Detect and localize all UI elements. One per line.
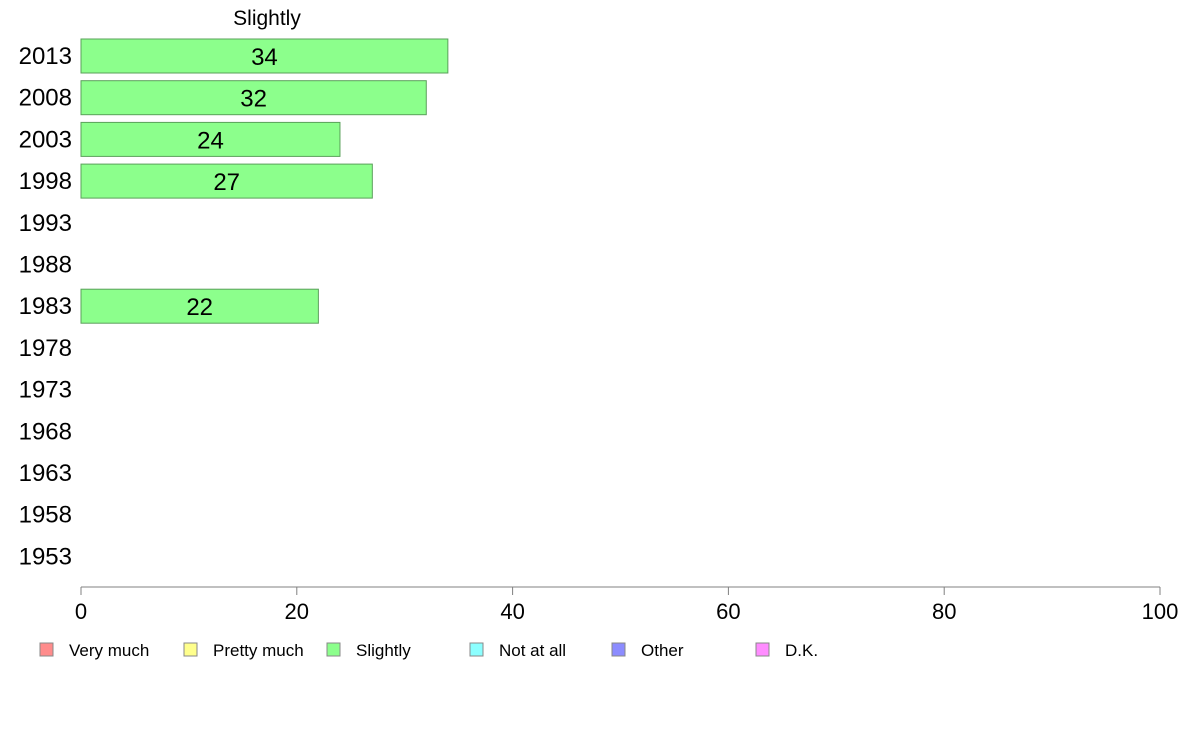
bar-2008 [80, 80, 427, 116]
year-labels: 2013 2008 2003 1998 1993 1988 1983 1978 1973 1968… [19, 43, 72, 570]
legend-label-not-at-all: Not at all [499, 641, 566, 660]
bar-labels: 34 32 24 27 22 [186, 44, 277, 321]
x-tick-label-60: 60 [716, 599, 740, 624]
x-tick-label-100: 100 [1142, 599, 1179, 624]
legend-label-other: Other [641, 641, 684, 660]
x-tick-label-0: 0 [75, 599, 87, 624]
year-label-1958: 1958 [19, 502, 72, 529]
legend-label-pretty-much: Pretty much [213, 641, 304, 660]
legend-swatch-slightly [326, 642, 341, 657]
legend-swatch-pretty-much [183, 642, 198, 657]
year-label-1973: 1973 [19, 377, 72, 404]
year-label-1993: 1993 [19, 210, 72, 237]
bars [80, 38, 449, 324]
legend-label-d-k: D.K. [785, 641, 818, 660]
year-label-1963: 1963 [19, 460, 72, 487]
bar-label-1998: 27 [213, 169, 240, 196]
year-label-1968: 1968 [19, 418, 72, 445]
bar-label-2008: 32 [240, 86, 267, 113]
year-label-1953: 1953 [19, 543, 72, 570]
legend-swatch-other [611, 642, 626, 657]
year-label-2008: 2008 [19, 85, 72, 112]
bar-label-1983: 22 [186, 294, 213, 321]
legend-swatch-d-k [755, 642, 770, 657]
bar-label-2013: 34 [251, 44, 278, 71]
legend-swatch-not-at-all [469, 642, 484, 657]
year-label-1998: 1998 [19, 168, 72, 195]
bar-label-2003: 24 [197, 127, 224, 154]
bar-2013 [80, 38, 449, 74]
legend-label-very-much: Very much [69, 641, 149, 660]
bar-2003 [80, 121, 341, 157]
x-tick-label-40: 40 [500, 599, 524, 624]
legend: Very much Pretty much Slightly Not at all Ot… [39, 641, 818, 660]
bar-1983 [80, 288, 319, 324]
legend-swatch-very-much [39, 642, 54, 657]
year-label-1988: 1988 [19, 252, 72, 279]
legend-label-slightly: Slightly [356, 641, 411, 660]
x-tick-label-20: 20 [285, 599, 309, 624]
bar-1998 [80, 163, 373, 199]
year-label-2013: 2013 [19, 43, 72, 70]
year-label-2003: 2003 [19, 126, 72, 153]
chart-title: Slightly [233, 7, 301, 30]
year-label-1983: 1983 [19, 293, 72, 320]
year-label-1978: 1978 [19, 335, 72, 362]
x-tick-label-80: 80 [932, 599, 956, 624]
x-axis: 0 20 40 60 80 100 [75, 586, 1179, 624]
